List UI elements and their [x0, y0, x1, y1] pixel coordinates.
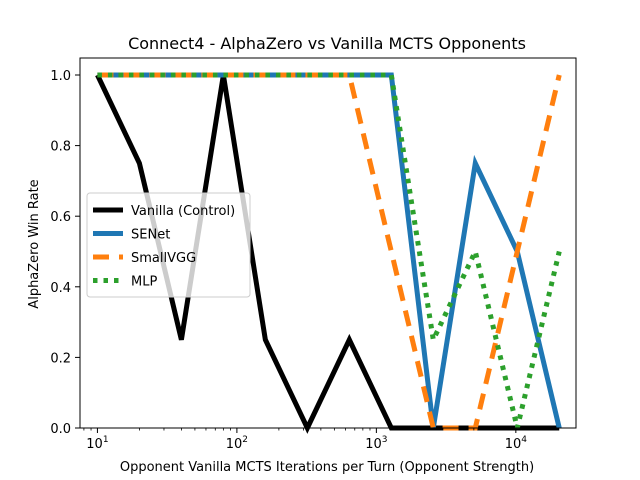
axes	[79, 57, 577, 429]
y-tick-label: 0.8	[50, 140, 71, 155]
y-axis-label: AlphaZero Win Rate	[27, 179, 42, 308]
y-ticks: 0.0 0.2 0.4 0.6 0.8 1.0	[50, 69, 80, 437]
series-line-mlp	[97, 72, 562, 429]
x-tick-label: 104	[505, 435, 528, 452]
legend-label: SENet	[131, 228, 170, 243]
legend: Vanilla (Control) SENet SmallVGG MLP	[86, 192, 251, 298]
x-tick-label: 101	[86, 435, 108, 452]
y-tick-label: 0.2	[50, 351, 71, 366]
y-tick-label: 0.6	[50, 210, 71, 225]
y-tick-label: 1.0	[50, 69, 71, 84]
plot-frame	[79, 57, 577, 429]
x-axis-label: Opponent Vanilla MCTS Iterations per Tur…	[120, 460, 534, 475]
x-tick-label: 102	[226, 435, 248, 452]
legend-label: MLP	[131, 275, 157, 290]
legend-label: SmallVGG	[131, 251, 196, 266]
x-ticks: 101 102 103 104	[83, 428, 559, 452]
y-tick-label: 0.4	[50, 281, 71, 296]
legend-box	[86, 192, 251, 298]
series-line-smallvgg	[97, 72, 562, 431]
y-tick-label: 0.0	[50, 422, 71, 437]
legend-label: Vanilla (Control)	[131, 204, 235, 219]
x-tick-label: 103	[365, 435, 387, 452]
chart-title: Connect4 - AlphaZero vs Vanilla MCTS Opp…	[128, 34, 526, 53]
